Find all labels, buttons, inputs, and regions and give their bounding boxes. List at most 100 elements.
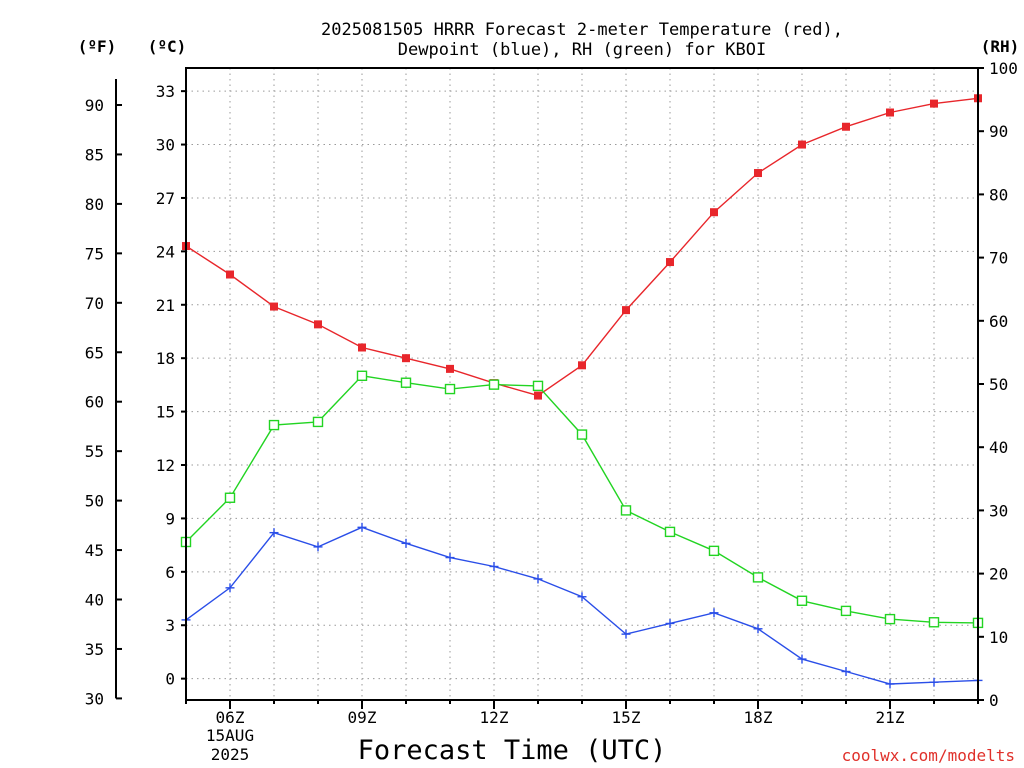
x-axis-label: Forecast Time (UTC) [358,735,667,766]
rh-tick-label: 100 [989,59,1018,78]
temperature-data-point [226,270,234,279]
dewpoint-data-point [357,522,367,532]
rh-data-point [532,380,544,392]
celsius-tick-label: 15 [156,403,175,422]
celsius-tick-label: 30 [156,136,175,155]
rh-data-point [796,595,808,606]
temperature-data-point [842,122,850,131]
data-series [180,94,984,689]
x-tick-label: 06Z [216,708,245,727]
rh-tick-label: 50 [989,375,1008,394]
dewpoint-series-line [185,526,979,685]
rh-data-point [444,383,456,395]
x-tick-label: 12Z [480,708,509,727]
date-label-day: 15AUG [206,726,254,745]
fahrenheit-tick-label: 45 [85,541,104,560]
fahrenheit-tick-label: 70 [85,294,104,313]
temperature-data-point [798,140,806,149]
date-label-year: 2025 [211,745,250,764]
temperature-data-point [886,108,894,117]
celsius-tick-label: 18 [156,349,175,368]
rh-data-point [620,505,632,516]
temperature-data-point [710,208,718,217]
rh-data-point [708,545,720,557]
rh-data-point [576,429,588,440]
rh-data-point [840,605,852,617]
rh-tick-label: 0 [989,691,999,710]
rh-data-point [884,613,896,625]
x-tick-label: 09Z [348,708,377,727]
rh-tick-label: 90 [989,122,1008,141]
temperature-data-point [314,320,322,329]
rh-tick-label: 20 [989,565,1008,584]
celsius-tick-label: 27 [156,189,175,208]
rh-tick-label: 10 [989,628,1008,647]
celsius-tick-label: 6 [165,563,175,582]
x-tick-label: 18Z [744,708,773,727]
fahrenheit-tick-label: 60 [85,393,104,412]
dewpoint-data-point [577,592,587,602]
dewpoint-data-point [225,583,235,593]
temperature-data-point [666,258,674,267]
credit-label: coolwx.com/modelts [842,746,1015,765]
fahrenheit-tick-label: 55 [85,442,104,461]
dewpoint-data-point [841,667,851,677]
rh-data-point [400,377,412,388]
celsius-tick-label: 21 [156,296,175,315]
rh-data-point [752,572,764,583]
plot-frame [185,67,979,701]
temperature-data-point [930,99,938,108]
celsius-tick-label: 33 [156,82,175,101]
fahrenheit-tick-label: 30 [85,689,104,708]
temperature-data-point [402,354,410,363]
rh-data-point [356,370,368,381]
dewpoint-data-point [401,538,411,548]
celsius-unit-label: (ºC) [148,37,187,56]
fahrenheit-tick-label: 35 [85,640,104,659]
fahrenheit-tick-label: 65 [85,343,104,362]
rh-tick-label: 60 [989,312,1008,331]
dewpoint-data-point [709,608,719,618]
axes: 30 35 40 45 50 55 60 65 70 75 80 85 90 0 3 6 9 12 15 18 21 24… [85,59,1018,727]
celsius-tick-label: 9 [165,509,175,528]
fahrenheit-tick-label: 90 [85,96,104,115]
gridlines [186,68,978,700]
temperature-data-point [534,391,542,400]
dewpoint-data-point [753,624,763,634]
rh-data-point [928,617,940,628]
celsius-tick-label: 12 [156,456,175,475]
dewpoint-data-point [797,654,807,664]
dewpoint-data-point [621,629,631,639]
celsius-tick-label: 3 [165,616,175,635]
rh-data-point [312,416,324,428]
rh-unit-label: (RH) [981,37,1020,56]
dewpoint-data-point [665,618,675,628]
temperature-data-point [578,361,586,370]
fahrenheit-unit-label: (ºF) [78,37,117,56]
rh-tick-label: 30 [989,501,1008,520]
dewpoint-data-point [929,677,939,687]
temperature-data-point [754,169,762,178]
rh-tick-label: 40 [989,438,1008,457]
dewpoint-data-point [533,574,543,584]
temperature-data-point [358,343,366,352]
temperature-data-point [622,306,630,315]
temperature-series-line [185,97,979,397]
chart-title-line1: 2025081505 HRRR Forecast 2-meter Tempera… [321,20,843,40]
rh-data-point [664,526,676,538]
fahrenheit-tick-label: 75 [85,244,104,263]
dewpoint-data-point [313,542,323,552]
celsius-tick-label: 24 [156,242,175,261]
chart-title-line2: Dewpoint (blue), RH (green) for KBOI [398,40,766,60]
rh-data-point [224,492,236,503]
rh-data-point [488,379,500,390]
x-tick-label: 15Z [612,708,641,727]
celsius-tick-label: 0 [165,670,175,689]
temperature-data-point [446,364,454,373]
fahrenheit-tick-label: 50 [85,492,104,511]
rh-tick-label: 80 [989,185,1008,204]
dewpoint-data-point [445,553,455,563]
rh-tick-label: 70 [989,249,1008,268]
fahrenheit-tick-label: 80 [85,195,104,214]
